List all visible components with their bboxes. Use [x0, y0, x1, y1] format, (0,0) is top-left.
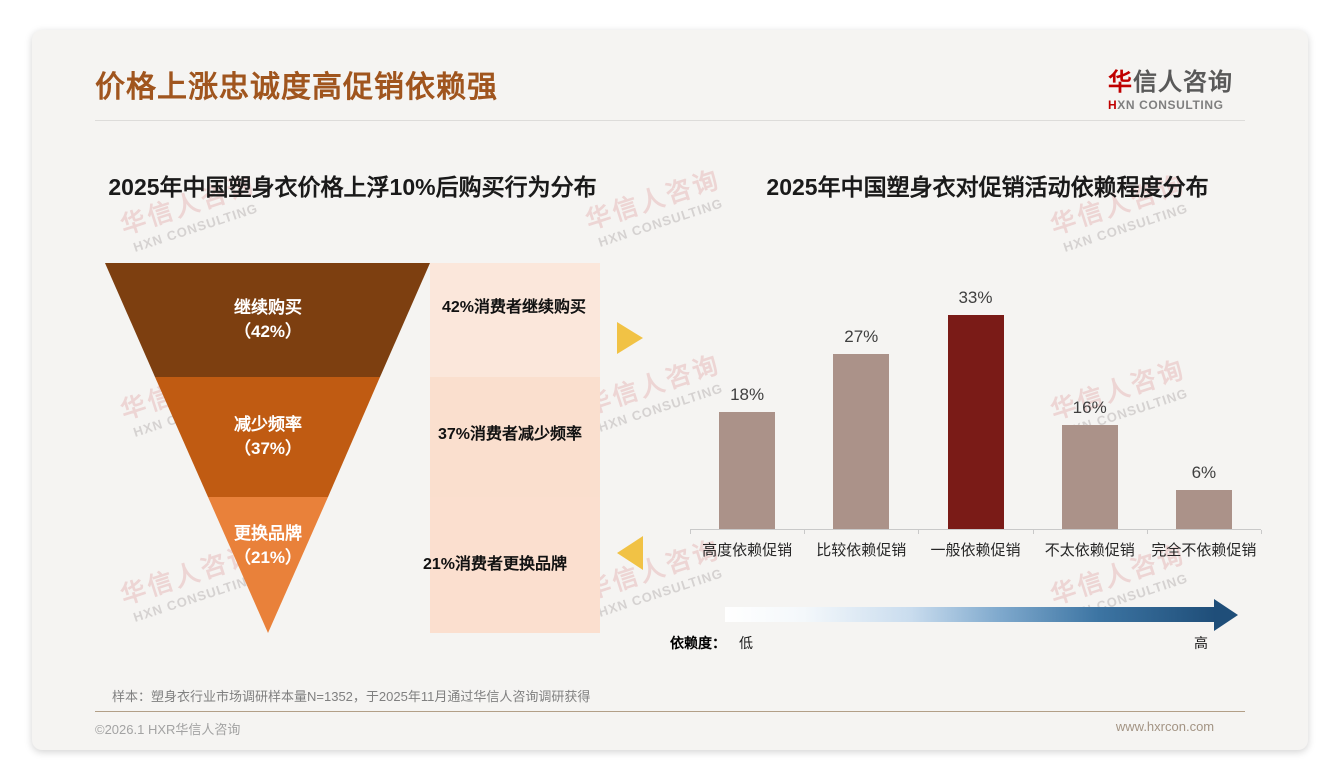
website-url: www.hxrcon.com — [1115, 719, 1215, 734]
bar-value-label: 16% — [1072, 398, 1107, 417]
funnel-label-1-pct: （42%） — [233, 322, 303, 341]
header-divider — [95, 120, 1245, 121]
funnel-label-2-text: 减少频率 — [234, 415, 302, 434]
dependency-gradient-arrow — [725, 607, 1215, 622]
funnel-chart-title: 2025年中国塑身衣价格上浮10%后购买行为分布 — [108, 174, 597, 200]
funnel-annotation-3: 21%消费者更换品牌 — [422, 556, 568, 573]
bar-chart-title: 2025年中国塑身衣对促销活动依赖程度分布 — [766, 174, 1209, 200]
annotation-band-3 — [430, 497, 600, 633]
bar-不太依赖促销 — [1061, 425, 1118, 529]
funnel-segment-1 — [105, 263, 430, 377]
bar-value-label: 33% — [958, 287, 993, 307]
bar-比较依赖促销 — [833, 353, 890, 529]
dependency-axis-label: 依赖度： — [670, 635, 726, 651]
category-label: 完全不依赖促销 — [1151, 542, 1257, 559]
bar-一般依赖促销 — [947, 314, 1004, 529]
logo-subtitle-grey: XN CONSULTING — [1117, 98, 1224, 112]
funnel-label-2-pct: （37%） — [233, 439, 303, 458]
axis-tick — [1261, 530, 1262, 534]
logo-subtitle: HXN CONSULTING — [1108, 98, 1248, 112]
category-label: 一般依赖促销 — [930, 542, 1021, 559]
dependency-low-label: 低 — [739, 635, 753, 651]
x-axis-line — [690, 529, 1261, 530]
axis-tick — [804, 530, 806, 534]
dependency-high-label: 高 — [1194, 635, 1208, 651]
funnel-annotation-1: 42%消费者继续购买 — [441, 299, 587, 316]
bar-value-label: 6% — [1191, 463, 1217, 482]
funnel-annotation-2: 37%消费者减少频率 — [437, 426, 583, 443]
funnel-chart — [105, 263, 643, 633]
axis-tick — [1146, 530, 1148, 534]
funnel-segment-2 — [155, 377, 380, 497]
funnel-label-1-text: 继续购买 — [234, 298, 302, 317]
annotation-band-1 — [430, 263, 600, 377]
arrow-right-icon — [617, 322, 643, 354]
category-label: 不太依赖促销 — [1044, 542, 1135, 559]
copyright-text: ©2026.1 HXR华信人咨询 — [95, 722, 241, 737]
category-label: 高度依赖促销 — [702, 542, 793, 559]
arrow-left-icon — [617, 536, 643, 570]
bar-完全不依赖促销 — [1175, 490, 1232, 529]
funnel-label-2: 减少频率 （37%） — [178, 413, 358, 461]
footer-divider — [95, 711, 1245, 712]
funnel-label-3: 更换品牌 （21%） — [178, 522, 358, 570]
logo-text-grey: 信人咨询 — [1133, 69, 1233, 96]
bar-plot-area: 18% 27% 33% 16% 6% — [690, 288, 1261, 529]
logo-text: 华信人咨询 — [1108, 62, 1248, 97]
axis-tick — [918, 530, 920, 534]
funnel-segment-3 — [208, 497, 328, 633]
page-title: 价格上涨忠诚度高促销依赖强 — [95, 71, 498, 104]
funnel-label-1: 继续购买 （42%） — [178, 296, 358, 344]
logo-text-red: 华 — [1108, 69, 1133, 96]
annotation-band-2 — [430, 377, 600, 497]
axis-tick — [1032, 530, 1034, 534]
funnel-label-3-pct: （21%） — [233, 548, 303, 567]
funnel-label-3-text: 更换品牌 — [234, 524, 302, 543]
dependency-gradient-arrowhead-icon — [1214, 599, 1238, 631]
bar-value-label: 18% — [730, 385, 765, 404]
x-axis-category-labels: 高度依赖促销 比较依赖促销 一般依赖促销 不太依赖促销 完全不依赖促销 — [690, 539, 1261, 560]
logo-subtitle-red: H — [1108, 98, 1118, 112]
sample-footnote: 样本：塑身衣行业市场调研样本量N=1352，于2025年11月通过华信人咨询调研… — [112, 689, 591, 704]
company-logo: 华信人咨询 HXN CONSULTING — [1108, 62, 1248, 112]
category-label: 比较依赖促销 — [816, 542, 907, 559]
axis-tick — [690, 530, 691, 534]
bar-value-label: 27% — [844, 326, 879, 346]
bar-高度依赖促销 — [719, 412, 776, 529]
